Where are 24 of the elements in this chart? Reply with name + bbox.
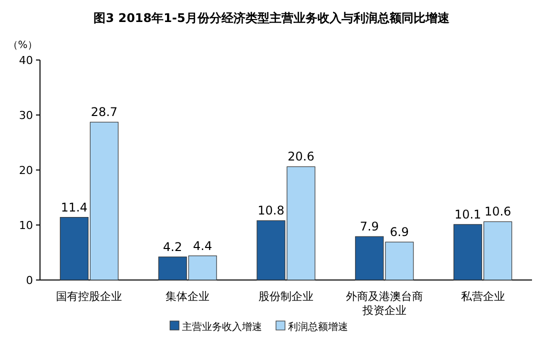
data-label: 7.9 (360, 220, 379, 234)
x-tick-label: 外商及港澳台商投资企业 (346, 290, 423, 317)
chart-title: 图3 2018年1-5月份分经济类型主营业务收入与利润总额同比增速 (94, 11, 450, 25)
x-tick-label: 集体企业 (166, 290, 210, 303)
data-label: 10.6 (484, 204, 512, 219)
y-tick-label: 40 (19, 54, 33, 67)
y-tick-label: 30 (19, 109, 33, 122)
x-tick-label: 股份制企业 (258, 290, 314, 303)
y-axis-title: （%） (8, 40, 38, 51)
y-tick-label: 10 (19, 219, 33, 232)
legend-label: 利润总额增速 (288, 321, 348, 333)
data-label: 4.2 (163, 240, 182, 254)
x-tick-label: 私营企业 (460, 290, 505, 303)
legend-label: 主营业务收入增速 (182, 321, 262, 333)
x-tick-label: 国有控股企业 (56, 290, 122, 303)
data-label: 6.9 (390, 225, 409, 240)
data-label: 11.4 (60, 200, 88, 214)
y-tick-label: 20 (19, 164, 33, 177)
data-label: 10.8 (258, 204, 284, 218)
data-label: 10.1 (454, 207, 482, 222)
y-tick-label: 0 (26, 274, 33, 287)
data-label: 28.7 (90, 105, 118, 120)
data-label: 4.4 (193, 238, 212, 253)
data-label: 20.6 (288, 150, 314, 164)
